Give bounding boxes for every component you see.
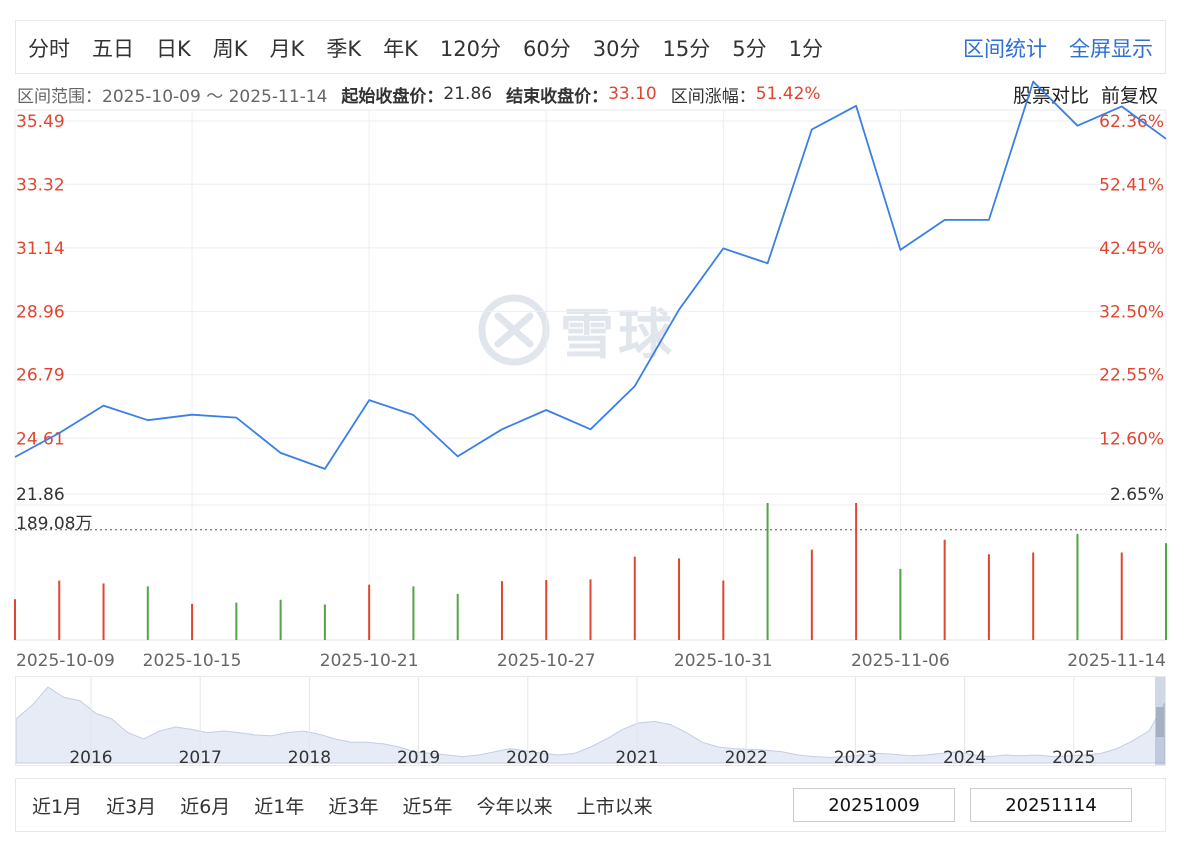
navigator-year-label: 2022 — [725, 748, 768, 765]
percent-tick-label: 52.41% — [1099, 175, 1164, 195]
tab-1min[interactable]: 1分 — [788, 37, 823, 61]
range-since-listing[interactable]: 上市以来 — [576, 795, 653, 818]
navigator-year-label: 2016 — [69, 748, 112, 765]
percent-tick-label: 62.36% — [1099, 112, 1164, 132]
date-tick-label: 2025-10-15 — [143, 651, 242, 671]
navigator-year-label: 2025 — [1052, 748, 1095, 765]
volume-max-label: 189.08万 — [16, 514, 92, 534]
range-5-years[interactable]: 近5年 — [402, 795, 453, 818]
navigator-year-label: 2021 — [615, 748, 658, 765]
range-label: 区间范围： — [17, 86, 102, 107]
range-stats-button[interactable]: 区间统计 — [963, 37, 1047, 61]
navigator-year-label: 2020 — [506, 748, 549, 765]
stock-compare-button[interactable]: 股票对比 — [1012, 84, 1089, 107]
tab-five-day[interactable]: 五日 — [92, 37, 134, 61]
price-tick-label: 35.49 — [16, 112, 65, 132]
range-value: 2025-10-09 ～ 2025-11-14 — [102, 86, 328, 107]
price-axis-labels: 35.49 33.32 31.14 28.96 26.79 24.61 21.86 — [16, 112, 65, 505]
range-selector-bar: 近1月 近3月 近6月 近1年 近3年 近5年 今年以来 上市以来 — [15, 778, 1166, 832]
price-tick-label: 24.61 — [16, 429, 65, 449]
xueqiu-watermark: 雪球 — [478, 290, 676, 369]
navigator-year-label: 2018 — [288, 748, 331, 765]
close-price-line — [14, 80, 1167, 470]
price-tick-label: 21.86 — [16, 485, 65, 505]
navigator-chart[interactable]: 2016 2017 2018 2019 2020 2021 2022 2023 2024 2025 — [16, 677, 1165, 765]
price-tick-label: 28.96 — [16, 302, 65, 322]
range-change-label: 区间涨幅： — [670, 86, 756, 107]
start-date-input[interactable] — [793, 788, 955, 822]
price-tick-label: 33.32 — [16, 175, 65, 195]
date-tick-label: 2025-11-06 — [851, 651, 950, 671]
volume-bars: 189.08万 — [14, 503, 1167, 640]
end-close-value: 33.10 — [608, 84, 657, 104]
start-close-label: 起始收盘价： — [341, 86, 444, 107]
date-tick-label: 2025-11-14 — [1067, 651, 1166, 671]
percent-axis-labels: 62.36% 52.41% 42.45% 32.50% 22.55% 12.60% 2.65… — [1099, 112, 1164, 505]
range-ytd[interactable]: 今年以来 — [476, 795, 553, 818]
chart-options: 股票对比 前复权 — [1001, 80, 1158, 108]
date-tick-label: 2025-10-09 — [16, 651, 115, 671]
range-3-years[interactable]: 近3年 — [328, 795, 379, 818]
tab-monthly-k[interactable]: 月K — [269, 37, 305, 61]
navigator-drag-handle[interactable] — [1156, 707, 1164, 737]
xueqiu-logo-icon — [478, 294, 550, 365]
history-navigator[interactable]: 2016 2017 2018 2019 2020 2021 2022 2023 2024 2025 — [15, 676, 1166, 766]
date-tick-label: 2025-10-21 — [320, 651, 419, 671]
price-tick-label: 26.79 — [16, 366, 65, 386]
navigator-year-label: 2023 — [834, 748, 877, 765]
range-3-months[interactable]: 近3月 — [106, 795, 157, 818]
start-close-value: 21.86 — [443, 84, 493, 104]
percent-tick-label: 12.60% — [1099, 429, 1164, 449]
price-tick-label: 31.14 — [16, 239, 65, 259]
period-tabs: 分时 五日 日K 周K 月K 季K 年K 120分 60分 30分 15分 5分… — [28, 21, 845, 75]
range-6-months[interactable]: 近6月 — [180, 795, 231, 818]
percent-tick-label: 32.50% — [1099, 302, 1164, 322]
period-tab-bar: 分时 五日 日K 周K 月K 季K 年K 120分 60分 30分 15分 5分… — [15, 20, 1166, 74]
fullscreen-button[interactable]: 全屏显示 — [1069, 37, 1153, 61]
tab-5min[interactable]: 5分 — [732, 37, 767, 61]
tab-60min[interactable]: 60分 — [523, 37, 571, 61]
tab-intraday[interactable]: 分时 — [28, 37, 70, 61]
chart-grid — [14, 109, 1167, 641]
tab-weekly-k[interactable]: 周K — [212, 37, 248, 61]
tab-yearly-k[interactable]: 年K — [383, 37, 418, 61]
end-date-input[interactable] — [970, 788, 1132, 822]
percent-tick-label: 22.55% — [1099, 366, 1164, 386]
range-1-month[interactable]: 近1月 — [32, 795, 83, 818]
navigator-year-label: 2019 — [397, 748, 440, 765]
range-change-value: 51.42% — [755, 84, 821, 104]
date-tick-label: 2025-10-31 — [674, 651, 773, 671]
date-tick-label: 2025-10-27 — [497, 651, 596, 671]
navigator-area — [16, 686, 1165, 764]
range-1-year[interactable]: 近1年 — [254, 795, 305, 818]
tab-daily-k[interactable]: 日K — [156, 37, 191, 61]
tabbar-right-links: 区间统计 全屏显示 — [941, 21, 1153, 75]
tab-quarterly-k[interactable]: 季K — [326, 37, 362, 61]
watermark-text: 雪球 — [560, 303, 676, 366]
date-axis-labels: 2025-10-09 2025-10-15 2025-10-21 2025-10-27… — [16, 651, 1166, 671]
tab-120min[interactable]: 120分 — [439, 37, 501, 61]
price-line-layer — [14, 80, 1167, 470]
navigator-year-label: 2024 — [943, 748, 986, 765]
range-info-row: 区间范围： 2025-10-09 ～ 2025-11-14 起始收盘价： 21.… — [15, 80, 1166, 108]
price-adjust-button[interactable]: 前复权 — [1100, 84, 1158, 107]
tab-15min[interactable]: 15分 — [662, 37, 711, 61]
navigator-year-label: 2017 — [179, 748, 222, 765]
end-close-label: 结束收盘价： — [506, 86, 609, 107]
percent-tick-label: 42.45% — [1099, 239, 1164, 259]
tab-30min[interactable]: 30分 — [592, 37, 641, 61]
percent-tick-label: 2.65% — [1110, 485, 1164, 505]
